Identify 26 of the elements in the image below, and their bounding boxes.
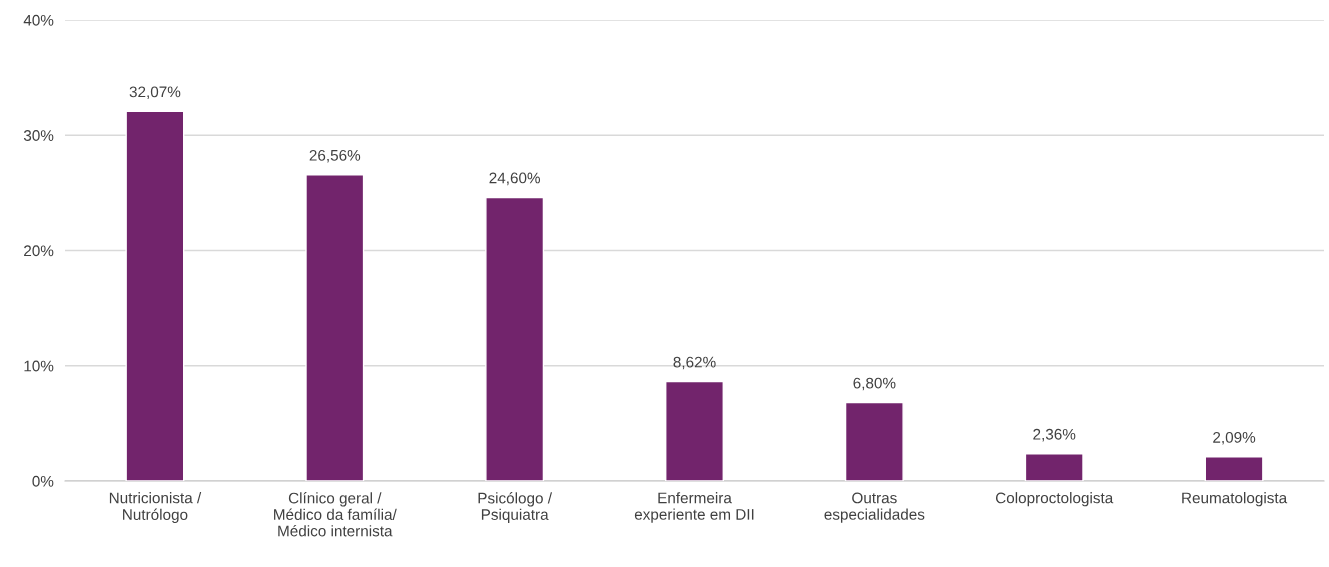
data-label: 2,36% [1033, 428, 1076, 442]
data-label: 6,80% [853, 377, 896, 391]
bar [485, 196, 545, 481]
data-label: 2,09% [1213, 431, 1256, 445]
y-tick-label: 40% [23, 14, 54, 26]
y-tick-label: 10% [24, 360, 54, 372]
x-tick-label: Nutricionista / Nutrólogo [109, 492, 202, 524]
bar [1024, 453, 1084, 481]
data-label: 8,62% [673, 356, 716, 370]
x-tick-label: Outras especialidades [824, 492, 925, 523]
bar [305, 174, 365, 481]
x-tick-label: Clínico geral / Médico da família/ Médico internista [274, 492, 397, 537]
y-tick-label: 20% [24, 245, 54, 257]
data-label: 24,60% [489, 172, 541, 186]
bar [1204, 456, 1264, 481]
bar [125, 110, 185, 481]
data-label: 32,07% [129, 86, 181, 100]
x-tick-label: Coloproctologista [995, 492, 1114, 507]
y-tick-label: 30% [23, 130, 54, 141]
x-tick-label: Enfermeira experiente em DII [634, 492, 754, 523]
x-tick-label: Reumatologista [1182, 492, 1288, 507]
bar [844, 401, 904, 481]
data-label: 26,56% [309, 149, 361, 163]
bar [665, 380, 724, 481]
y-tick-label: 0% [32, 475, 54, 487]
x-tick-label: Psicólogo / Psiquiatra [478, 492, 553, 523]
